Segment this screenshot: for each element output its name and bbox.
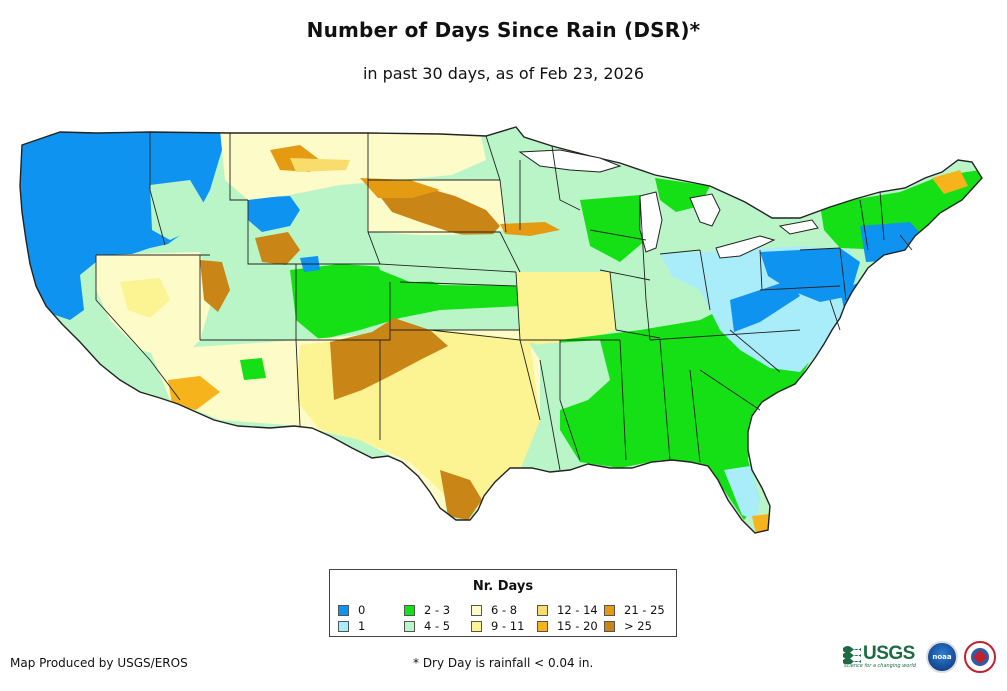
lake-superior	[518, 149, 622, 173]
legend-item-12-14: 12 - 14	[537, 603, 598, 617]
area-gt25-new-mexico	[330, 318, 448, 400]
usgs-wordmark: USGS	[863, 643, 915, 664]
area-15-20-maine	[932, 170, 968, 194]
legend-label-9-11: 9 - 11	[491, 619, 525, 633]
legend-swatch-0	[338, 604, 349, 616]
lake-erie	[715, 235, 776, 259]
area-12-14-montana-band	[290, 158, 350, 172]
area-gt25-south-texas	[440, 470, 482, 520]
legend-item-9-11: 9 - 11	[471, 619, 524, 633]
legend-label-gt25: > 25	[624, 619, 652, 633]
legend-item-6-8: 6 - 8	[471, 603, 517, 617]
area-0-pacific-northwest	[20, 127, 230, 320]
area-0-pennsylvania	[760, 248, 860, 302]
dry-day-note: * Dry Day is rainfall < 0.04 in.	[413, 656, 594, 670]
legend-swatch-12-14	[537, 604, 548, 616]
area-15-20-florida-tip	[752, 514, 770, 533]
legend: Nr. Days 0 1 2 - 3 4 - 5 6 - 8 9 - 11 12…	[329, 569, 677, 637]
area-0-appalachian-band	[730, 280, 800, 332]
state-boundaries	[95, 133, 913, 471]
usgs-wave-icon	[843, 646, 861, 664]
usgs-tagline: science for a changing world	[844, 663, 916, 669]
area-15-20-arizona	[168, 376, 220, 410]
area-4-5-nebraska	[370, 234, 520, 282]
area-21-25-sd-band	[360, 178, 440, 198]
legend-item-15-20: 15 - 20	[537, 619, 598, 633]
noaa-wordmark: noaa	[932, 653, 952, 661]
area-gt25-sd	[375, 186, 500, 240]
area-21-25-ne	[500, 222, 560, 236]
legend-label-12-14: 12 - 14	[557, 603, 598, 617]
legend-item-0: 0	[338, 603, 365, 617]
legend-swatch-6-8	[471, 604, 482, 616]
legend-swatch-1	[338, 620, 349, 632]
area-1-florida	[724, 466, 760, 520]
area-0-wyoming	[248, 196, 300, 232]
legend-item-2-3: 2 - 3	[404, 603, 450, 617]
legend-swatch-15-20	[537, 620, 548, 632]
lake-huron	[689, 193, 721, 227]
map-subtitle: in past 30 days, as of Feb 23, 2026	[362, 64, 645, 83]
lake-michigan	[639, 191, 663, 253]
legend-swatch-21-25	[604, 604, 615, 616]
usgs-logo: USGS	[843, 642, 919, 666]
area-2-3-nm-patch	[240, 358, 266, 380]
map-title: Number of Days Since Rain (DSR)*	[306, 18, 701, 42]
legend-swatch-4-5	[404, 620, 415, 632]
area-2-3-wisconsin	[580, 195, 646, 262]
area-2-3-colorado-kansas	[290, 264, 522, 340]
area-9-11-nevada	[120, 278, 170, 318]
great-lakes	[518, 149, 819, 259]
legend-label-4-5: 4 - 5	[424, 619, 451, 633]
area-gt25-utah	[200, 260, 230, 312]
legend-title: Nr. Days	[472, 579, 534, 594]
noaa-logo: noaa	[926, 641, 958, 673]
area-9-11-oklahoma	[516, 272, 616, 350]
legend-label-21-25: 21 - 25	[624, 603, 665, 617]
legend-label-6-8: 6 - 8	[491, 603, 518, 617]
legend-item-21-25: 21 - 25	[604, 603, 665, 617]
legend-label-2-3: 2 - 3	[424, 603, 451, 617]
legend-swatch-2-3	[404, 604, 415, 616]
legend-item-gt25: > 25	[604, 619, 652, 633]
area-gt25-colorado-north	[255, 232, 300, 265]
credit-text: Map Produced by USGS/EROS	[10, 656, 188, 670]
legend-item-1: 1	[338, 619, 365, 633]
lake-ontario	[778, 219, 819, 235]
legend-label-0: 0	[358, 603, 366, 617]
legend-label-15-20: 15 - 20	[557, 619, 598, 633]
area-4-5-idaho	[150, 180, 205, 240]
legend-label-1: 1	[358, 619, 366, 633]
legend-item-4-5: 4 - 5	[404, 619, 450, 633]
legend-swatch-9-11	[471, 620, 482, 632]
legend-swatch-gt25	[604, 620, 615, 632]
area-4-5-ar	[540, 340, 610, 410]
nws-logo	[964, 641, 996, 673]
